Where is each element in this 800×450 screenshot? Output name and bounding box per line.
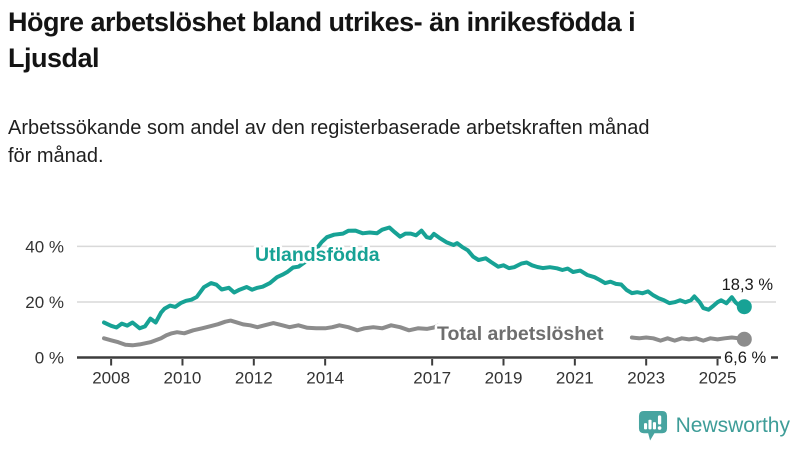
chart-subtitle: Arbetssökande som andel av den registerb… <box>8 114 800 170</box>
x-axis-tick-label: 2025 <box>699 369 737 388</box>
series-line-total <box>102 318 440 348</box>
title-line-2: Ljusdal <box>8 43 100 73</box>
series-end-dot-utlandsfodda <box>736 299 752 315</box>
series-end-dot-total <box>736 331 752 347</box>
series-label-utlandsfodda: Utlandsfödda <box>255 244 380 266</box>
x-axis-tick-label: 2019 <box>485 369 523 388</box>
x-axis-tick-label: 2017 <box>413 369 451 388</box>
series-line-utlandsfodda <box>102 225 747 331</box>
chart-title: Högre arbetslöshet bland utrikes- än inr… <box>8 4 800 76</box>
newsworthy-logo: Newsworthy <box>638 410 790 442</box>
y-axis-tick-label: 20 % <box>25 293 64 312</box>
subtitle-line-1: Arbetssökande som andel av den registerb… <box>8 117 650 139</box>
x-axis-tick-label: 2012 <box>235 369 273 388</box>
x-axis-tick-label: 2014 <box>306 369 344 388</box>
logo-bar-1 <box>643 423 647 430</box>
series-label-total: Total arbetslöshet <box>437 323 604 345</box>
y-axis-tick-label: 40 % <box>25 237 64 256</box>
y-axis-tick-label: 0 % <box>35 349 64 368</box>
title-line-1: Högre arbetslöshet bland utrikes- än inr… <box>8 7 636 37</box>
newsworthy-logo-text: Newsworthy <box>675 414 790 437</box>
subtitle-line-2: för månad. <box>8 145 104 167</box>
newsworthy-logo-icon <box>638 411 667 441</box>
logo-exclamation-dot <box>657 426 662 430</box>
logo-bar-3 <box>652 422 656 430</box>
logo-exclamation-icon <box>657 415 661 425</box>
x-axis-tick-label: 2010 <box>164 369 202 388</box>
series-line-total <box>629 335 747 343</box>
x-axis-tick-label: 2021 <box>556 369 594 388</box>
x-axis-tick-label: 2023 <box>627 369 665 388</box>
end-value-label-utlandsfodda: 18,3 % <box>722 276 774 294</box>
end-value-label-total: 6,6 % <box>724 349 767 367</box>
logo-bar-2 <box>648 419 652 430</box>
x-axis-tick-label: 2008 <box>92 369 130 388</box>
